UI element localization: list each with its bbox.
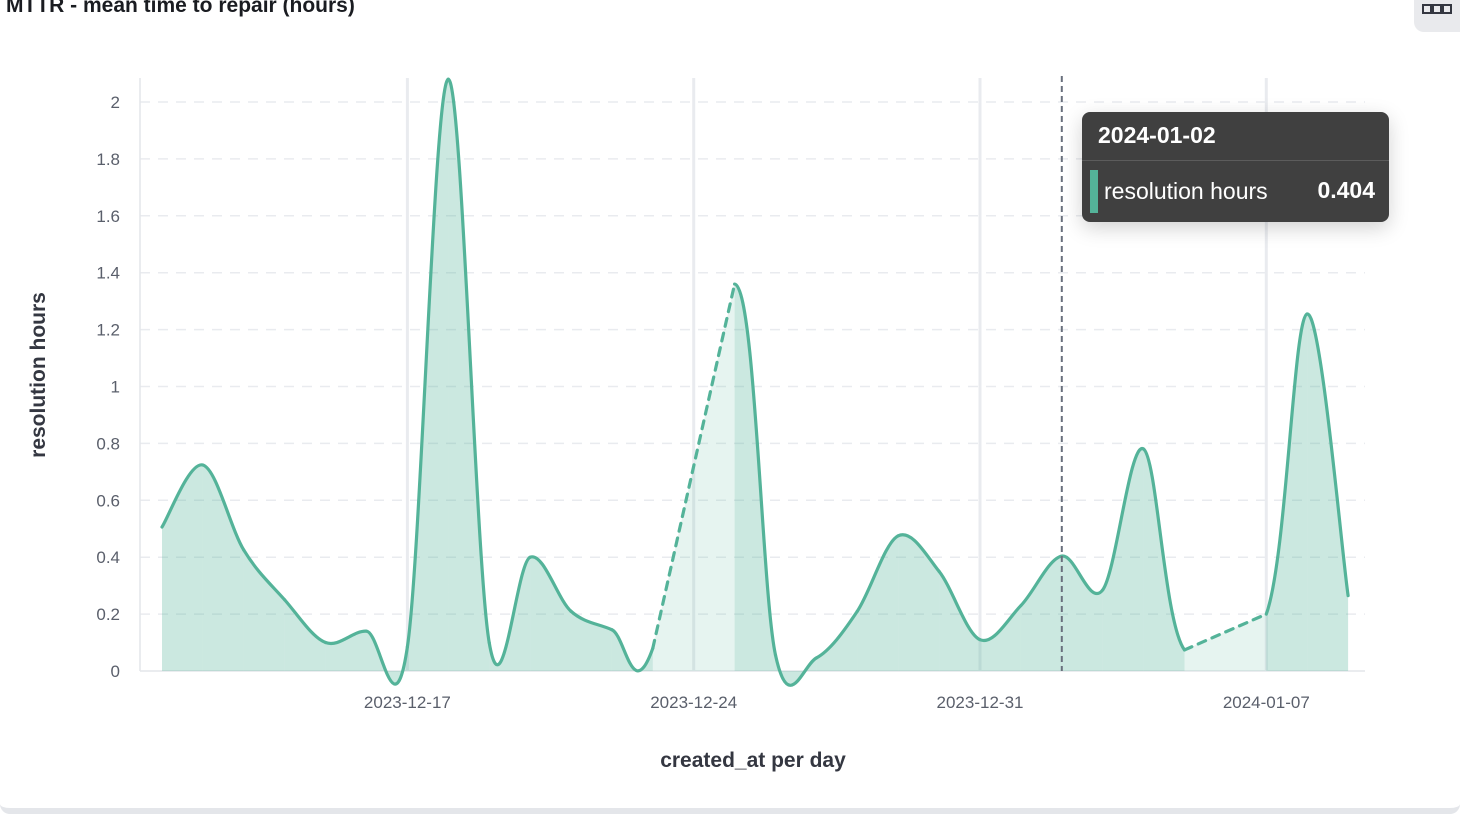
line-segment	[1142, 447, 1187, 652]
y-tick-label: 0.4	[96, 548, 120, 567]
line-segment	[855, 534, 900, 613]
area-segment	[1266, 313, 1308, 671]
panel-title: MTTR - mean time to repair (hours)	[6, 0, 355, 17]
area-segment	[325, 631, 367, 671]
area-segment	[980, 605, 1021, 671]
line-segment	[446, 77, 491, 645]
line-segment	[814, 609, 859, 660]
line-segment-missing	[1182, 612, 1268, 652]
line-segment	[978, 603, 1023, 643]
tooltip-divider	[1082, 160, 1389, 161]
y-tick-label: 1.6	[96, 207, 120, 226]
area-segment	[1102, 448, 1144, 671]
area-segment	[366, 631, 408, 685]
line-segment	[569, 609, 614, 632]
boxes-horizontal-icon	[1442, 4, 1452, 14]
x-tick-label: 2024-01-07	[1223, 693, 1310, 712]
chart-tooltip: 2024-01-02 resolution hours 0.404	[1082, 112, 1389, 222]
area-segment	[898, 534, 940, 671]
line-segment	[937, 569, 982, 642]
y-tick-label: 0	[111, 662, 120, 681]
line-segment	[528, 555, 573, 613]
line-segment-missing	[651, 282, 737, 650]
y-tick-label: 1.4	[96, 264, 120, 283]
line-segment	[364, 629, 409, 686]
area-segment	[243, 550, 285, 671]
y-tick-label: 1	[111, 378, 120, 397]
line-segment	[733, 282, 778, 657]
area-segment	[571, 611, 612, 671]
line-segment	[1264, 312, 1309, 616]
line-segment	[1305, 312, 1350, 598]
area-segment	[611, 629, 653, 671]
area-segment-missing	[1184, 614, 1267, 671]
area-segment	[1061, 555, 1103, 671]
y-tick-label: 0.8	[96, 434, 120, 453]
area-segment	[284, 599, 326, 671]
y-tick-label: 0.6	[96, 491, 120, 510]
series-color-swatch	[1090, 170, 1098, 213]
y-tick-label: 1.8	[96, 150, 120, 169]
area-segment	[530, 556, 571, 671]
line-segment	[201, 463, 246, 552]
area-segment	[775, 655, 817, 686]
y-tick-label: 0.2	[96, 605, 120, 624]
y-axis-title: resolution hours	[27, 292, 50, 458]
area-segment	[202, 465, 244, 671]
area-segment	[857, 535, 899, 671]
tooltip-value: 0.404	[1317, 177, 1375, 203]
line-segment	[487, 555, 532, 667]
line-segment	[405, 77, 450, 649]
line-segment	[1060, 554, 1105, 595]
area-segment	[939, 571, 980, 671]
line-segment	[242, 548, 287, 602]
tooltip-date: 2024-01-02	[1098, 122, 1216, 148]
tooltip-series-label: resolution hours	[1104, 178, 1268, 204]
x-tick-label: 2023-12-17	[364, 693, 451, 712]
x-tick-label: 2023-12-24	[650, 693, 737, 712]
line-segment	[1101, 447, 1146, 592]
y-tick-label: 1.2	[96, 321, 120, 340]
area-segment	[1307, 313, 1349, 671]
line-segment	[324, 629, 369, 646]
panel-options-button[interactable]	[1414, 0, 1460, 32]
y-tick-label: 2	[111, 93, 120, 112]
area-segment	[1143, 449, 1185, 671]
x-tick-label: 2023-12-31	[937, 693, 1024, 712]
line-segment	[1019, 554, 1064, 608]
boxes-horizontal-icon	[1422, 4, 1432, 14]
line-segment	[896, 533, 941, 574]
line-segment	[160, 463, 205, 529]
area-segment	[162, 464, 203, 671]
line-segment	[610, 628, 655, 673]
x-axis-title: created_at per day	[660, 749, 846, 772]
boxes-horizontal-icon	[1432, 4, 1442, 14]
line-segment	[773, 653, 818, 687]
area-segment	[1020, 556, 1062, 671]
line-segment	[283, 598, 328, 645]
